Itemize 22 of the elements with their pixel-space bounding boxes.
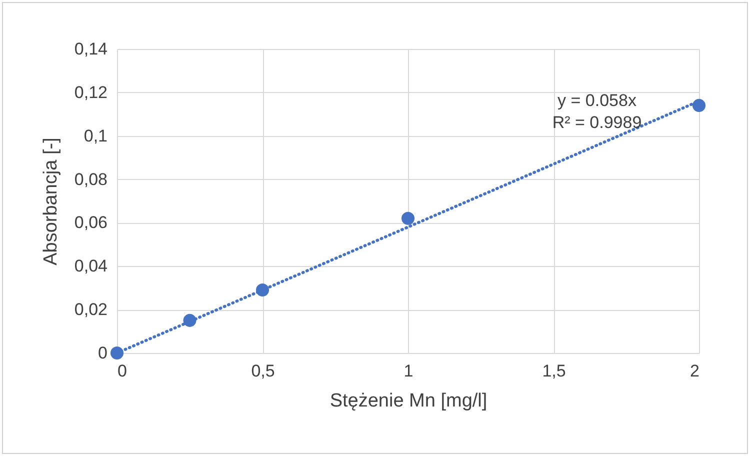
y-tick-label: 0,08 — [74, 170, 108, 189]
point — [110, 346, 124, 360]
y-tick-label: 0,06 — [74, 213, 108, 232]
y-tick-label: 0,1 — [84, 126, 108, 146]
y-tick-label: 0,02 — [74, 300, 108, 320]
y-axis-title: Absorbancja [-] — [40, 138, 62, 266]
annotation: R² = 0.9989 — [552, 113, 642, 132]
x-axis-title: Stężenie Mn [mg/l] — [330, 390, 488, 412]
x-tick-label: 1 — [404, 362, 414, 380]
y-tick-label: 0,14 — [74, 40, 108, 58]
x-tick-label: 0 — [118, 362, 127, 380]
x-tick-label: 2 — [690, 362, 700, 380]
point — [256, 284, 270, 297]
x-tick-label: 1,5 — [542, 362, 566, 380]
point — [692, 98, 706, 112]
y-tick-label: 0 — [98, 344, 108, 362]
point — [183, 314, 196, 327]
point — [401, 212, 415, 225]
y-tick-label: 0,04 — [74, 256, 108, 276]
y-tick-label: 0,12 — [74, 82, 108, 102]
annotation: y = 0.058x — [558, 91, 637, 110]
x-tick-label: 0,5 — [251, 362, 275, 380]
